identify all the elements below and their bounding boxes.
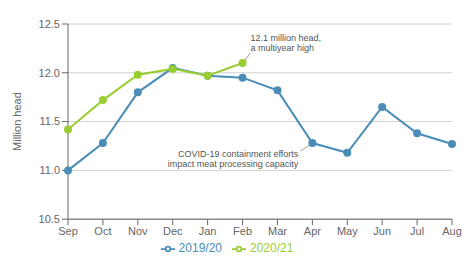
svg-text:Oct: Oct xyxy=(94,225,111,237)
svg-text:May: May xyxy=(337,225,358,237)
html-text:2019/20: 2019/20 xyxy=(178,241,222,256)
svg-text:Jun: Jun xyxy=(373,225,391,237)
html-text:2020/21: 2020/21 xyxy=(250,241,294,256)
svg-text:Feb: Feb xyxy=(233,225,252,237)
svg-text:12.0: 12.0 xyxy=(39,67,60,79)
svg-text:Jan: Jan xyxy=(199,225,217,237)
svg-text:Million head: Million head xyxy=(11,92,23,151)
svg-text:Sep: Sep xyxy=(58,225,78,237)
svg-text:Jul: Jul xyxy=(410,225,424,237)
svg-text:12.1 million head,a multiyear: 12.1 million head,a multiyear high xyxy=(251,33,322,53)
svg-text:12.5: 12.5 xyxy=(39,18,60,30)
svg-text:Apr: Apr xyxy=(304,225,321,237)
svg-text:11.0: 11.0 xyxy=(39,164,60,176)
svg-text:10.5: 10.5 xyxy=(39,213,60,225)
svg-text:Aug: Aug xyxy=(442,225,462,237)
svg-text:Nov: Nov xyxy=(128,225,148,237)
svg-text:Mar: Mar xyxy=(268,225,287,237)
svg-text:COVID-19 containment effortsim: COVID-19 containment effortsimpact meat … xyxy=(168,149,299,169)
svg-text:11.5: 11.5 xyxy=(39,115,60,127)
svg-text:Dec: Dec xyxy=(163,225,183,237)
